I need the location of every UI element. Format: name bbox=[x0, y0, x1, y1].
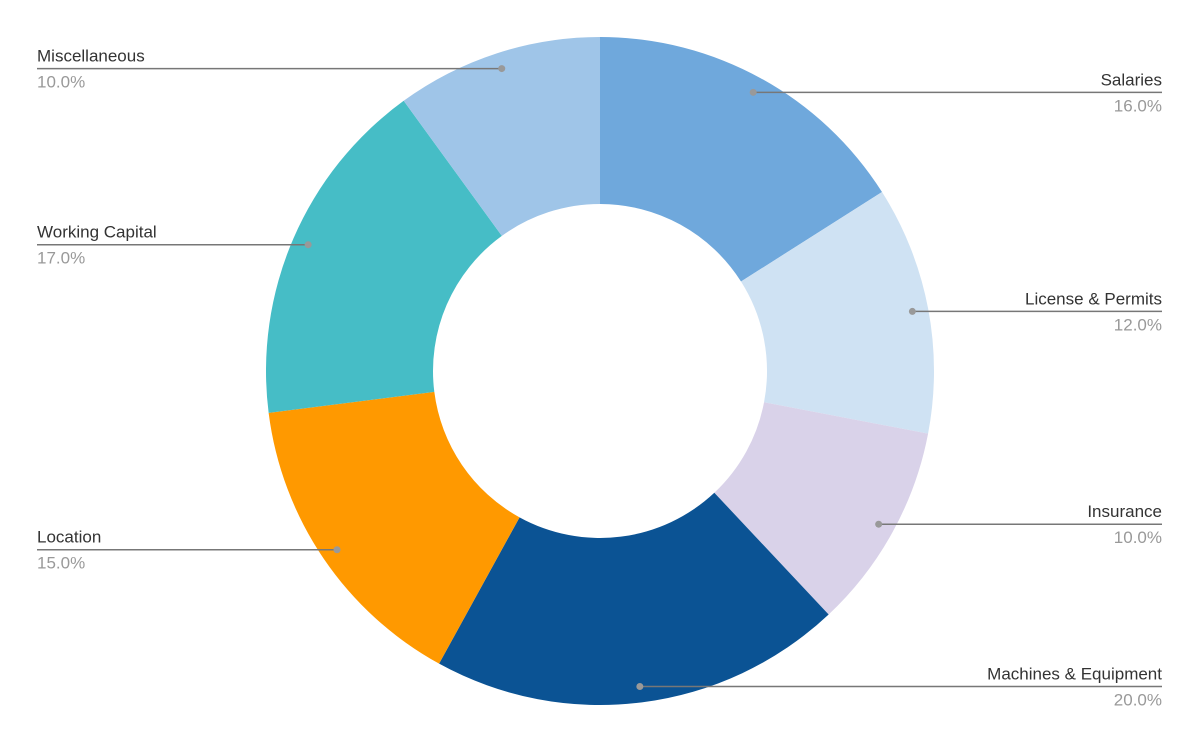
leader-dot bbox=[498, 65, 506, 73]
slice-label: Insurance bbox=[1087, 502, 1162, 521]
slice bbox=[741, 192, 935, 434]
slice bbox=[268, 391, 520, 664]
slice-label: Working Capital bbox=[37, 223, 157, 242]
slice-label: Machines & Equipment bbox=[987, 664, 1162, 683]
value-label: 20.0% bbox=[1114, 690, 1162, 709]
slice bbox=[403, 37, 600, 236]
slice bbox=[439, 492, 829, 706]
slice-label: Salaries bbox=[1101, 70, 1162, 89]
slice-label: License & Permits bbox=[1025, 289, 1162, 308]
leader-dot bbox=[875, 520, 883, 528]
slice bbox=[600, 37, 883, 282]
slice bbox=[266, 100, 502, 413]
value-label: 10.0% bbox=[37, 73, 85, 92]
slice bbox=[714, 402, 929, 615]
leader-dot bbox=[333, 546, 341, 554]
value-label: 10.0% bbox=[1114, 528, 1162, 547]
leader-dot bbox=[749, 88, 757, 96]
value-label: 17.0% bbox=[37, 249, 85, 268]
leader-dot bbox=[304, 241, 312, 249]
value-label: 15.0% bbox=[37, 554, 85, 573]
slice-label: Miscellaneous bbox=[37, 47, 145, 66]
value-label: 16.0% bbox=[1114, 96, 1162, 115]
leader-dot bbox=[636, 682, 644, 690]
leader-dot bbox=[908, 307, 916, 315]
value-label: 12.0% bbox=[1114, 315, 1162, 334]
slice-label: Location bbox=[37, 528, 101, 547]
